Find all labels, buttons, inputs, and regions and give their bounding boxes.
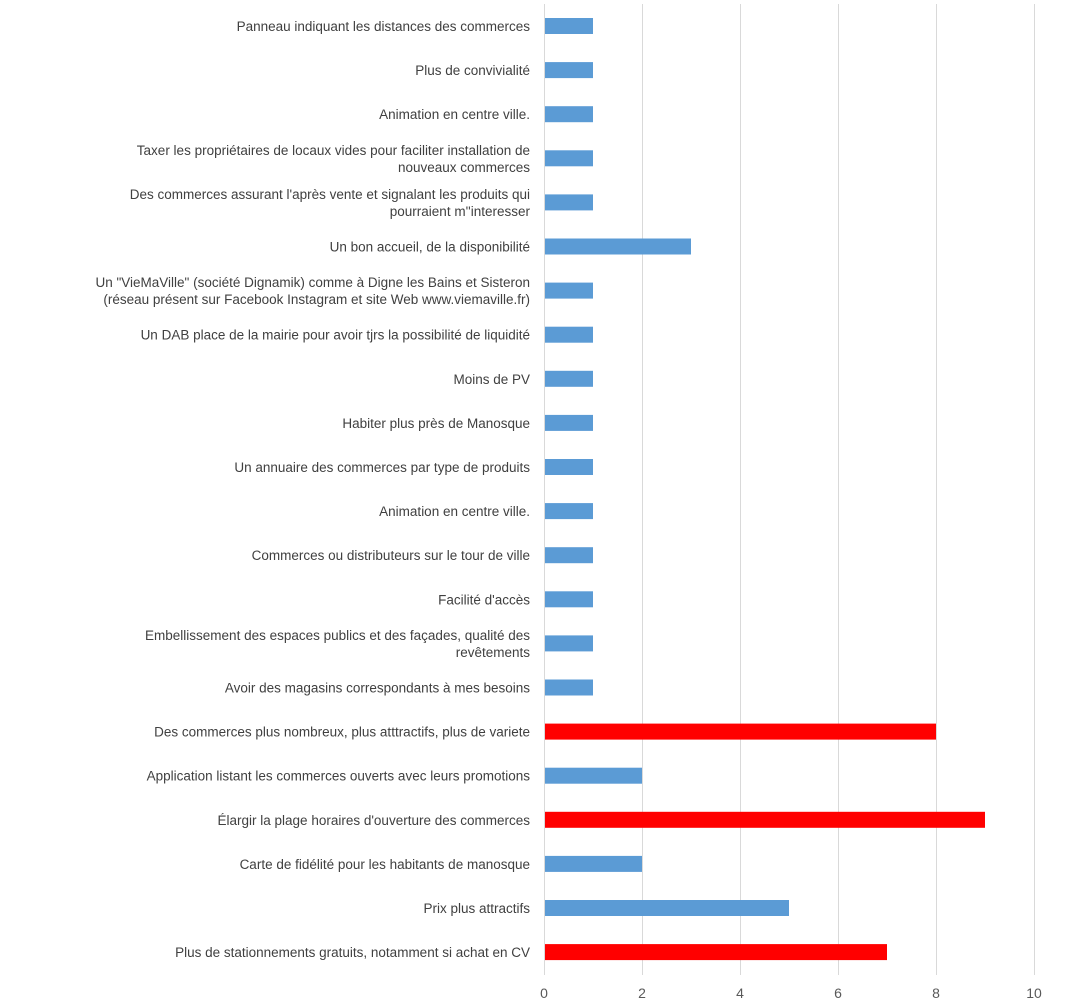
category-label: Un DAB place de la mairie pour avoir tjr… bbox=[141, 328, 530, 343]
category-label-line: Embellissement des espaces publics et de… bbox=[145, 628, 530, 643]
category-label: Moins de PV bbox=[453, 372, 530, 387]
bar bbox=[545, 900, 789, 916]
category-label: Application listant les commerces ouvert… bbox=[147, 769, 531, 784]
x-tick-label: 10 bbox=[1026, 985, 1042, 1001]
category-label: Animation en centre ville. bbox=[379, 107, 530, 122]
bar bbox=[545, 326, 593, 343]
category-label-line: Prix plus attractifs bbox=[423, 901, 530, 916]
category-label-line: Un DAB place de la mairie pour avoir tjr… bbox=[141, 328, 530, 343]
bar bbox=[545, 282, 593, 299]
bar bbox=[545, 591, 593, 608]
category-label: Plus de convivialité bbox=[415, 63, 530, 78]
category-label-line: Animation en centre ville. bbox=[379, 504, 530, 519]
category-label: Prix plus attractifs bbox=[423, 901, 530, 916]
category-label: Des commerces assurant l'après vente et … bbox=[130, 187, 531, 219]
category-label: Facilité d'accès bbox=[438, 592, 530, 607]
bar bbox=[545, 459, 593, 475]
category-label: Habiter plus près de Manosque bbox=[342, 416, 530, 431]
category-label-line: Habiter plus près de Manosque bbox=[342, 416, 530, 431]
category-label-line: (réseau présent sur Facebook Instagram e… bbox=[103, 292, 530, 307]
category-label: Un "VieMaVille" (société Dignamik) comme… bbox=[95, 275, 530, 307]
bar bbox=[545, 944, 887, 961]
category-label-line: Un annuaire des commerces par type de pr… bbox=[234, 460, 530, 475]
category-label-line: Des commerces assurant l'après vente et … bbox=[130, 187, 530, 202]
category-label-line: Taxer les propriétaires de locaux vides … bbox=[137, 143, 530, 158]
x-tick-label: 8 bbox=[932, 985, 940, 1001]
category-label-line: Carte de fidélité pour les habitants de … bbox=[240, 857, 530, 872]
bar bbox=[545, 150, 593, 167]
category-label: Plus de stationnements gratuits, notamme… bbox=[175, 945, 530, 960]
category-label-line: Animation en centre ville. bbox=[379, 107, 530, 122]
category-label-line: Un "VieMaVille" (société Dignamik) comme… bbox=[95, 275, 530, 290]
bar bbox=[545, 194, 593, 211]
bar bbox=[545, 106, 593, 123]
x-tick-label: 0 bbox=[540, 985, 548, 1001]
category-labels: Panneau indiquant les distances des comm… bbox=[95, 19, 530, 960]
category-label: Taxer les propriétaires de locaux vides … bbox=[137, 143, 530, 175]
x-tick-label: 2 bbox=[638, 985, 646, 1001]
bar bbox=[545, 547, 593, 564]
bar bbox=[545, 370, 593, 387]
category-label: Avoir des magasins correspondants à mes … bbox=[225, 681, 530, 696]
bar bbox=[545, 414, 593, 431]
bar bbox=[545, 238, 691, 255]
category-label-line: Avoir des magasins correspondants à mes … bbox=[225, 681, 530, 696]
category-label: Embellissement des espaces publics et de… bbox=[145, 628, 530, 660]
bar bbox=[545, 635, 593, 652]
category-label: Commerces ou distributeurs sur le tour d… bbox=[252, 548, 530, 563]
category-label-line: Application listant les commerces ouvert… bbox=[147, 769, 531, 784]
gridlines bbox=[544, 4, 1035, 975]
category-label: Panneau indiquant les distances des comm… bbox=[237, 19, 531, 34]
category-label: Carte de fidélité pour les habitants de … bbox=[240, 857, 530, 872]
category-label-line: Commerces ou distributeurs sur le tour d… bbox=[252, 548, 530, 563]
category-label: Élargir la plage horaires d'ouverture de… bbox=[218, 813, 531, 828]
category-label-line: nouveaux commerces bbox=[398, 160, 530, 175]
category-label: Animation en centre ville. bbox=[379, 504, 530, 519]
bar bbox=[545, 855, 642, 872]
bar bbox=[545, 679, 593, 696]
category-label-line: Plus de stationnements gratuits, notamme… bbox=[175, 945, 530, 960]
category-label-line: Élargir la plage horaires d'ouverture de… bbox=[218, 813, 531, 828]
category-label: Un bon accueil, de la disponibilité bbox=[330, 240, 530, 255]
bar bbox=[545, 767, 642, 784]
bar bbox=[545, 723, 936, 740]
category-label: Un annuaire des commerces par type de pr… bbox=[234, 460, 530, 475]
x-axis-ticks: 0 2 4 6 8 10 bbox=[540, 985, 1042, 1001]
category-label-line: Facilité d'accès bbox=[438, 592, 530, 607]
category-label-line: Panneau indiquant les distances des comm… bbox=[237, 19, 531, 34]
bars bbox=[545, 18, 985, 961]
x-tick-label: 6 bbox=[834, 985, 842, 1001]
category-label-line: Moins de PV bbox=[453, 372, 530, 387]
category-label-line: Un bon accueil, de la disponibilité bbox=[330, 240, 530, 255]
category-label-line: revêtements bbox=[456, 645, 531, 660]
category-label-line: Des commerces plus nombreux, plus atttra… bbox=[154, 725, 530, 740]
bar bbox=[545, 503, 593, 520]
category-label: Des commerces plus nombreux, plus atttra… bbox=[154, 725, 530, 740]
category-label-line: pourraient m''interesser bbox=[390, 204, 531, 219]
bar bbox=[545, 811, 985, 828]
bar bbox=[545, 18, 593, 34]
bar bbox=[545, 62, 593, 79]
x-tick-label: 4 bbox=[736, 985, 744, 1001]
category-label-line: Plus de convivialité bbox=[415, 63, 530, 78]
